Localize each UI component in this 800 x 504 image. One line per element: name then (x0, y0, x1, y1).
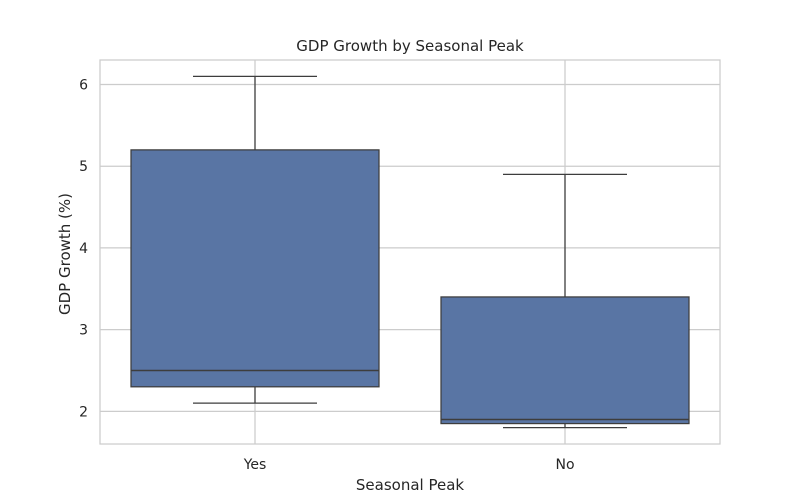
box-layer (130, 75, 690, 429)
box-group-yes (130, 75, 380, 404)
box-iqr (440, 296, 690, 425)
x-axis-label: Seasonal Peak (356, 476, 464, 494)
x-tick-label: No (555, 457, 574, 473)
x-tick-labels: Yes No (243, 457, 575, 473)
y-tick-label: 2 (79, 404, 88, 420)
box-iqr (130, 149, 380, 388)
x-tick-label: Yes (243, 457, 267, 473)
box-group-no (440, 173, 690, 429)
y-tick-label: 4 (79, 241, 88, 257)
y-tick-label: 5 (79, 159, 88, 175)
y-tick-labels: 2 3 4 5 6 (79, 78, 88, 421)
y-axis-label: GDP Growth (%) (56, 193, 74, 315)
plot-frame (99, 59, 721, 445)
chart-title: GDP Growth by Seasonal Peak (296, 37, 524, 55)
y-tick-label: 3 (79, 323, 88, 339)
y-tick-label: 6 (79, 78, 88, 94)
